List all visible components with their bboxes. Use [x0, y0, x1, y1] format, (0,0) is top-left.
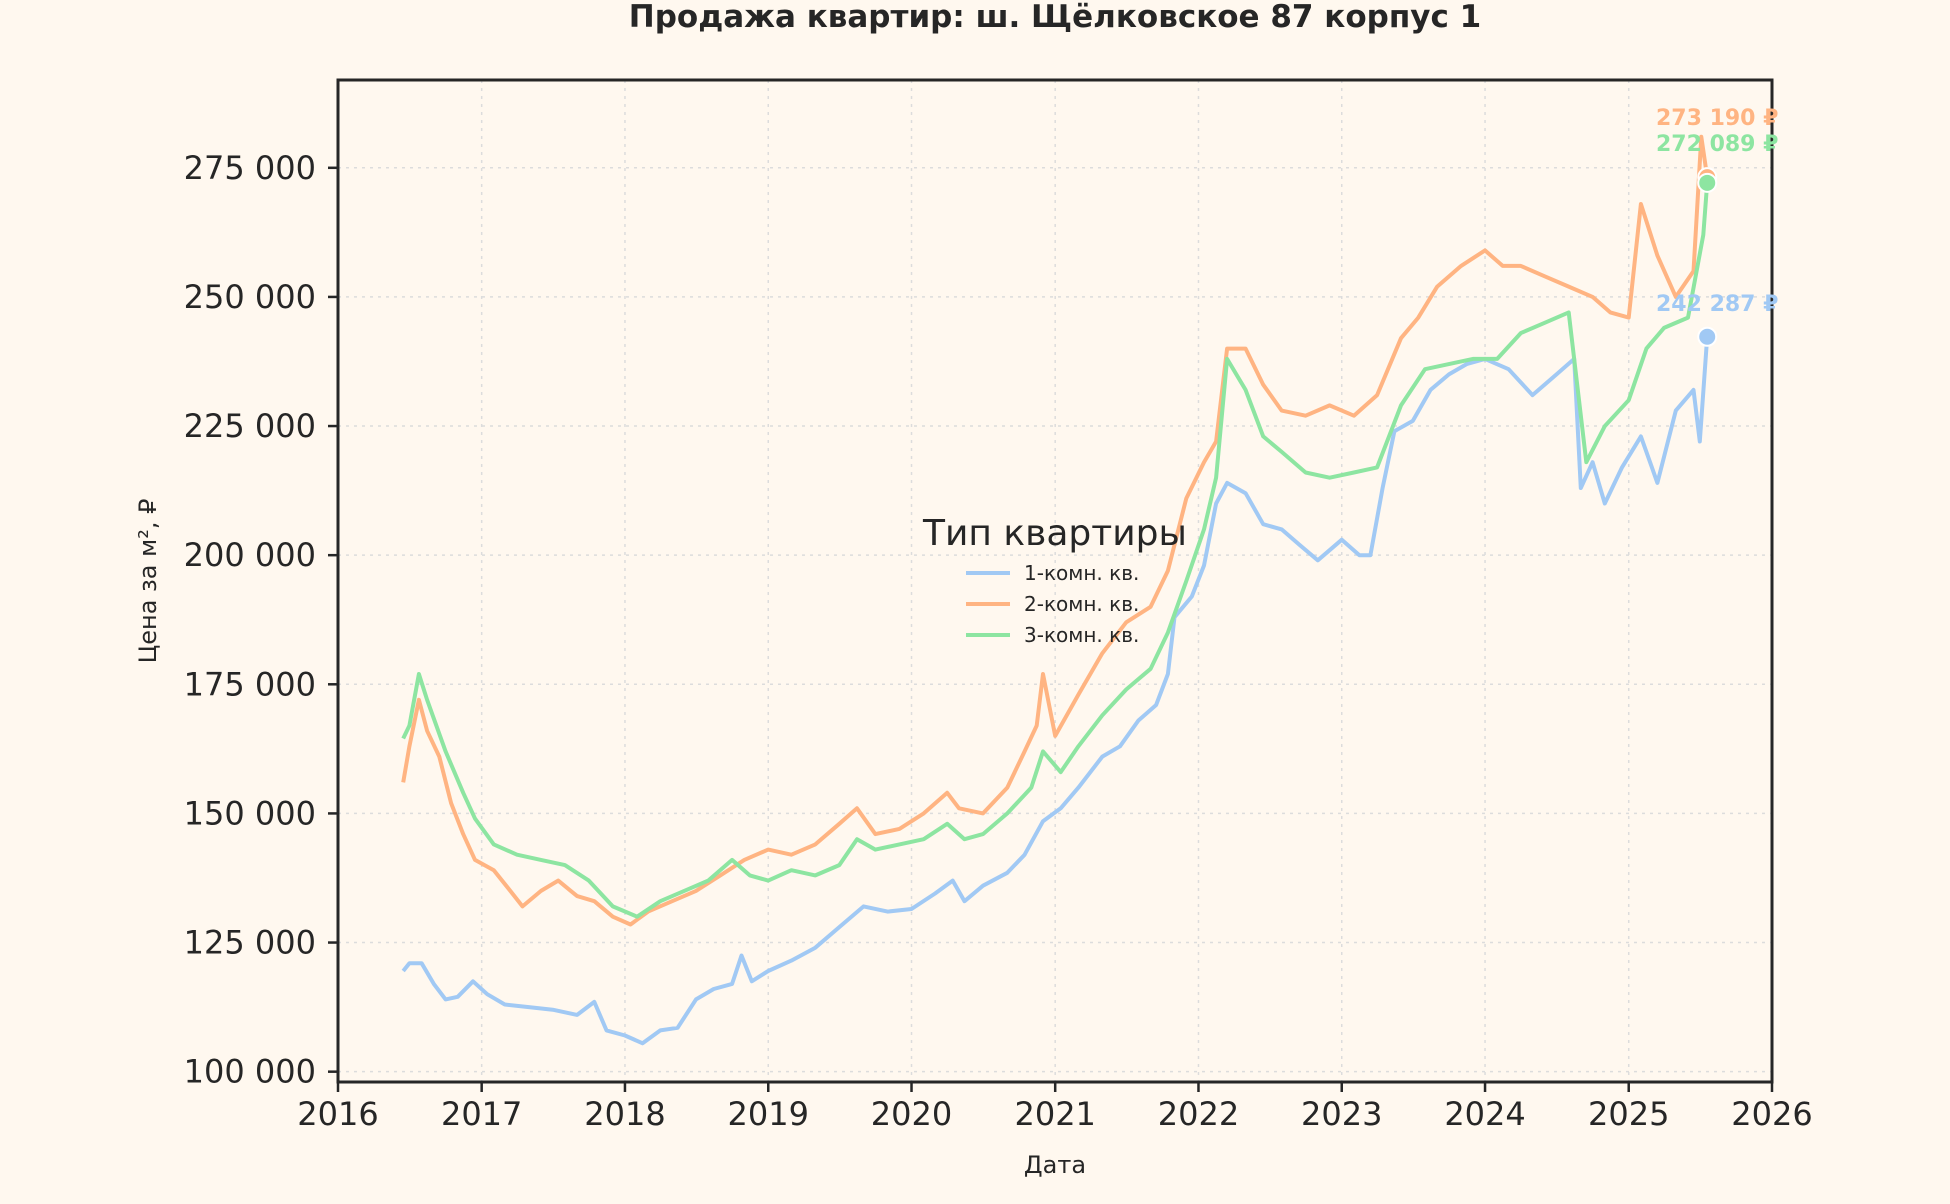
grid: [337, 80, 1773, 1082]
y-tick-label: 125 000: [184, 924, 316, 962]
series-lines: [401, 134, 1710, 1046]
end-markers: 242 287 ₽ 273 190 ₽272 089 ₽: [1656, 106, 1778, 347]
end-value-label-3: 272 089 ₽: [1656, 132, 1778, 157]
y-tick-label: 200 000: [184, 536, 316, 574]
x-tick-label: 2024: [1444, 1095, 1525, 1133]
y-tick-label: 275 000: [184, 149, 316, 187]
series-line-1: [401, 336, 1710, 1046]
x-tick-label: 2025: [1588, 1095, 1669, 1133]
legend: Тип квартиры 1-комн. кв. 2-комн. кв. 3-ком…: [922, 513, 1187, 647]
x-tick-label: 2023: [1301, 1095, 1382, 1133]
legend-label-3: 3-комн. кв.: [1024, 623, 1139, 647]
x-tick-label: 2020: [871, 1095, 952, 1133]
y-tick-label: 150 000: [184, 794, 316, 832]
legend-label-1: 1-комн. кв.: [1024, 561, 1139, 585]
x-tick-label: 2017: [441, 1095, 522, 1133]
y-tick-label: 175 000: [184, 665, 316, 703]
x-tick-label: 2019: [728, 1095, 809, 1133]
end-point-1: [1697, 326, 1718, 347]
end-value-label-2: 273 190 ₽: [1656, 106, 1778, 131]
x-axis-label: Дата: [1024, 1151, 1086, 1179]
legend-label-2: 2-комн. кв.: [1024, 592, 1139, 616]
legend-title: Тип квартиры: [922, 513, 1187, 554]
axes: 2016 2017 2018 2019 2020 2021 2022 2023 2024 2025…: [184, 149, 1813, 1133]
chart-title: Продажа квартир: ш. Щёлковское 87 корпус…: [629, 0, 1481, 35]
end-value-label-1: 242 287 ₽: [1656, 292, 1778, 317]
x-tick-label: 2016: [297, 1095, 378, 1133]
x-tick-label: 2021: [1014, 1095, 1095, 1133]
x-tick-label: 2022: [1158, 1095, 1239, 1133]
y-tick-label: 100 000: [184, 1053, 316, 1091]
series-line-3: [401, 182, 1710, 919]
y-tick-label: 225 000: [184, 407, 316, 445]
y-axis-label: Цена за м², ₽: [134, 499, 162, 664]
x-tick-label: 2026: [1731, 1095, 1812, 1133]
y-tick-label: 250 000: [184, 278, 316, 316]
end-point-3: [1697, 172, 1718, 193]
x-tick-label: 2018: [584, 1095, 665, 1133]
series-line-2: [401, 134, 1710, 927]
